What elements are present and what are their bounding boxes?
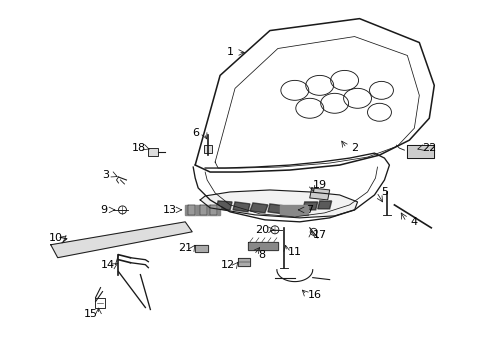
Polygon shape	[238, 258, 249, 266]
Text: 10: 10	[49, 233, 62, 243]
Polygon shape	[200, 190, 357, 218]
Text: 18: 18	[131, 143, 145, 153]
Polygon shape	[210, 205, 217, 215]
Polygon shape	[407, 145, 433, 158]
Text: 15: 15	[83, 310, 98, 319]
Text: 20: 20	[254, 225, 268, 235]
Text: 22: 22	[421, 143, 435, 153]
Text: 3: 3	[102, 170, 109, 180]
Text: 17: 17	[312, 230, 326, 240]
Text: 12: 12	[221, 260, 235, 270]
Polygon shape	[200, 205, 207, 215]
Polygon shape	[302, 202, 317, 210]
Polygon shape	[51, 222, 192, 258]
Text: 9: 9	[100, 205, 107, 215]
Polygon shape	[249, 203, 267, 213]
Polygon shape	[267, 204, 285, 214]
Polygon shape	[185, 205, 220, 215]
Polygon shape	[309, 188, 329, 200]
Text: 13: 13	[163, 205, 177, 215]
Polygon shape	[247, 242, 277, 250]
Text: 6: 6	[192, 128, 199, 138]
FancyBboxPatch shape	[148, 148, 158, 156]
Text: 21: 21	[178, 243, 192, 253]
Text: 4: 4	[410, 217, 417, 227]
Text: 5: 5	[380, 187, 387, 197]
Polygon shape	[216, 201, 232, 210]
Polygon shape	[188, 205, 195, 215]
Text: 16: 16	[307, 289, 321, 300]
Polygon shape	[279, 205, 307, 215]
Polygon shape	[195, 245, 208, 252]
Polygon shape	[233, 202, 249, 212]
Polygon shape	[317, 201, 331, 209]
Text: 19: 19	[312, 180, 326, 190]
Text: 8: 8	[258, 250, 265, 260]
Text: 7: 7	[305, 205, 313, 215]
Text: 11: 11	[287, 247, 301, 257]
Text: 1: 1	[226, 48, 233, 58]
FancyBboxPatch shape	[203, 145, 212, 153]
Text: 2: 2	[350, 143, 357, 153]
Text: 14: 14	[100, 260, 114, 270]
